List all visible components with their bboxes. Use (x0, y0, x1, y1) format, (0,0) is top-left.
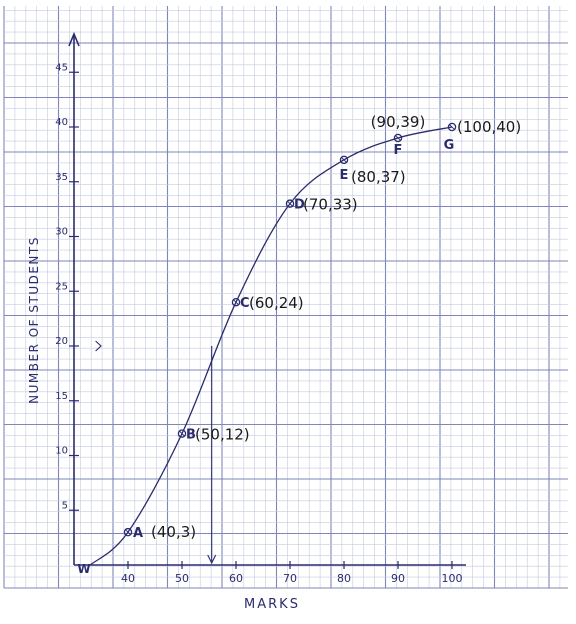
x-tick-label: 40 (121, 572, 135, 585)
point-coordinate-label: (90,39) (371, 113, 426, 131)
point-letter: D (294, 198, 305, 213)
median-construction (95, 340, 217, 565)
data-point (393, 133, 403, 143)
ogive-curve (89, 126, 453, 566)
median-arrow-right (95, 340, 102, 352)
grid (3, 6, 568, 589)
x-axis-label: MARKS (244, 597, 300, 612)
point-letter: C (240, 296, 250, 311)
x-tick-label: 90 (391, 572, 405, 585)
y-axis-label: NUMBER OF STUDENTS (27, 236, 41, 404)
y-axis-arrow (68, 31, 80, 47)
y-tick-label: 35 (55, 172, 68, 183)
point-coordinate-label: (80,37) (351, 168, 406, 186)
data-point (285, 199, 295, 208)
x-tick-label: 80 (337, 572, 351, 585)
data-point-cross (341, 156, 347, 163)
point-coordinate-label: (100,40) (457, 118, 521, 136)
x-tick-label: 70 (283, 572, 297, 585)
data-point-cross (233, 299, 239, 306)
point-letter: G (444, 138, 455, 153)
data-point-cross (179, 430, 185, 437)
ticks: 40 50 60 70 80 90 100 5 10 15 20 25 30 35 40 45 (55, 62, 462, 585)
y-tick-label: 5 (62, 500, 68, 511)
y-tick-label: 10 (55, 446, 68, 457)
data-point (339, 155, 349, 165)
y-tick-label: 25 (55, 281, 68, 292)
data-point (177, 429, 187, 438)
point-coordinate-label: (50,12) (195, 426, 250, 444)
data-points (123, 122, 457, 537)
point-letter: B (186, 428, 196, 443)
data-point-cross (125, 529, 131, 536)
y-tick-label: 30 (55, 227, 68, 238)
axes (68, 31, 466, 566)
point-labels: A (40,3) B (50,12) C (60,24) D(70,33) E (80,37) F… (133, 113, 521, 541)
y-tick-label: 20 (55, 336, 68, 347)
point-coordinate-label: (40,3) (151, 523, 196, 541)
point-letter: E (340, 168, 349, 183)
x-tick-label: 60 (229, 572, 243, 585)
data-point (231, 297, 241, 307)
data-point (447, 122, 457, 132)
y-tick-label: 40 (55, 117, 68, 128)
y-tick-label: 45 (55, 62, 68, 73)
x-tick-label: 100 (442, 572, 463, 585)
median-arrow-down (207, 554, 217, 565)
point-letter: F (394, 143, 403, 158)
data-point-cross (287, 200, 293, 207)
data-point (123, 527, 133, 537)
x-tick-label: 50 (175, 572, 189, 585)
y-tick-label: 15 (55, 391, 68, 402)
point-coordinate-label: (60,24) (249, 294, 304, 312)
point-letter: A (133, 526, 143, 541)
axis-break-mark: W (77, 562, 90, 576)
point-coordinate-label: (70,33) (303, 196, 358, 214)
data-point-cross (395, 135, 401, 141)
data-point-cross (449, 124, 455, 130)
